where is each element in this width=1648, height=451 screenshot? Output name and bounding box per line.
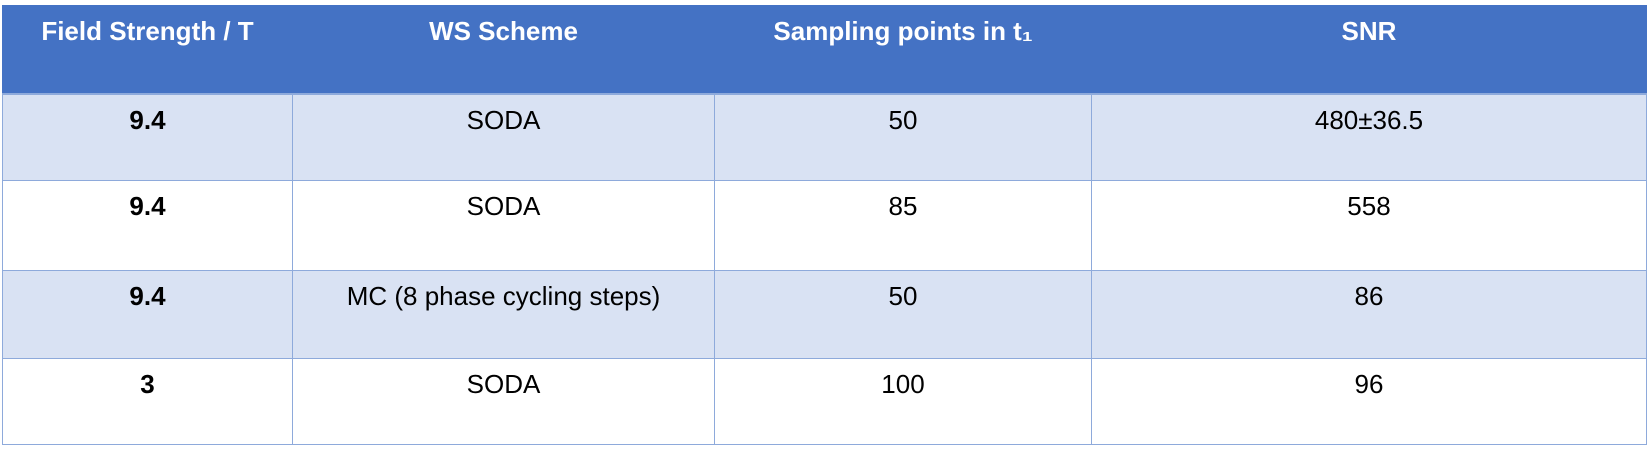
table-cell: 9.4: [2, 93, 293, 181]
table-row: 9.4 SODA 50 480±36.5: [2, 93, 1647, 181]
table-cell: SODA: [292, 180, 715, 271]
table-row: 9.4 SODA 85 558: [2, 180, 1647, 271]
table-cell: 85: [714, 180, 1092, 271]
table-cell: 558: [1091, 180, 1647, 271]
table-cell: 50: [714, 93, 1092, 181]
table-row: 9.4 MC (8 phase cycling steps) 50 86: [2, 270, 1647, 359]
header-cell: Field Strength / T: [2, 5, 293, 95]
table-row: 3 SODA 100 96: [2, 358, 1647, 445]
table-cell: 100: [714, 358, 1092, 445]
table-cell: 3: [2, 358, 293, 445]
table-cell: 86: [1091, 270, 1647, 359]
header-cell: WS Scheme: [292, 5, 715, 95]
data-table: Field Strength / T WS Scheme Sampling poin…: [2, 5, 1647, 445]
table-cell: 50: [714, 270, 1092, 359]
table-header: Field Strength / T WS Scheme Sampling poin…: [2, 5, 1647, 95]
table-cell: 480±36.5: [1091, 93, 1647, 181]
table-cell: 9.4: [2, 180, 293, 271]
header-cell: Sampling points in t₁: [714, 5, 1092, 95]
table-cell: SODA: [292, 93, 715, 181]
table-body: 9.4 SODA 50 480±36.5 9.4 SODA 85 558 9.4 MC (8 ph…: [2, 93, 1647, 445]
table-cell: MC (8 phase cycling steps): [292, 270, 715, 359]
table-cell: 96: [1091, 358, 1647, 445]
table-cell: SODA: [292, 358, 715, 445]
table-cell: 9.4: [2, 270, 293, 359]
header-row: Field Strength / T WS Scheme Sampling poin…: [2, 5, 1647, 95]
header-cell: SNR: [1091, 5, 1647, 95]
